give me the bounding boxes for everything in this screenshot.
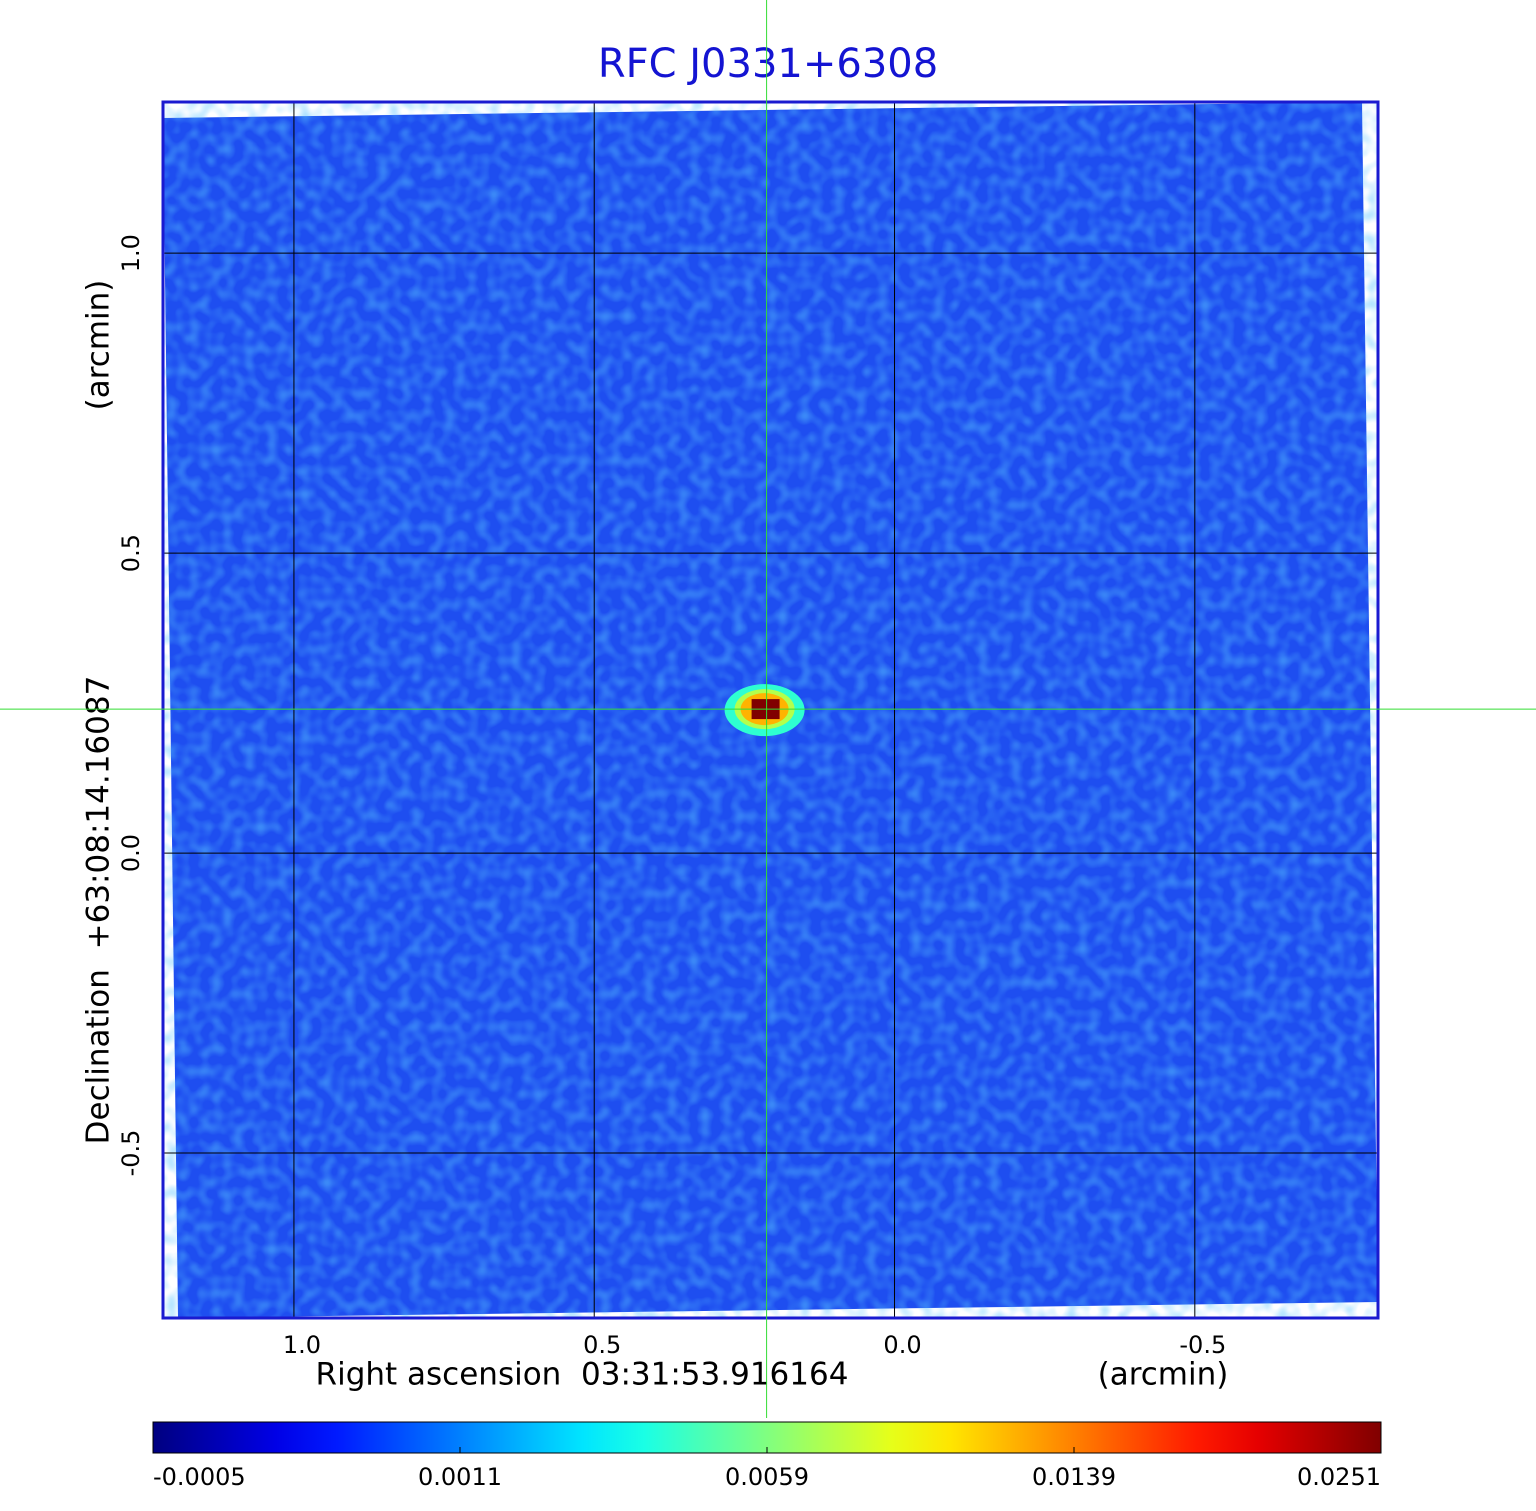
colorbar-tick-label: 0.0059 — [725, 1463, 809, 1491]
x-axis-label: Right ascension 03:31:53.916164 — [316, 1357, 849, 1393]
x-tick-label: -0.5 — [1179, 1331, 1226, 1359]
colorbar-tick-label: 0.0011 — [418, 1463, 502, 1491]
x-axis-unit: (arcmin) — [1098, 1357, 1229, 1393]
y-tick-label: 0.5 — [117, 534, 145, 572]
y-tick-label: 0.0 — [117, 834, 145, 872]
chart-title: RFC J0331+6308 — [598, 41, 938, 87]
x-tick-label: 0.0 — [883, 1331, 921, 1359]
colorbar-tick-label: 0.0251 — [1297, 1463, 1381, 1491]
x-tick-label: 1.0 — [283, 1331, 321, 1359]
y-tick-label: 1.0 — [117, 234, 145, 272]
y-axis-label: Declination +63:08:14.16087 — [81, 676, 117, 1145]
y-axis-unit: (arcmin) — [81, 280, 117, 411]
x-tick-label: 0.5 — [583, 1331, 621, 1359]
colorbar-tick-label: -0.0005 — [153, 1463, 246, 1491]
colorbar-tick-label: 0.0139 — [1032, 1463, 1116, 1491]
y-tick-label: -0.5 — [117, 1130, 145, 1177]
plot-frame — [161, 100, 1380, 1320]
